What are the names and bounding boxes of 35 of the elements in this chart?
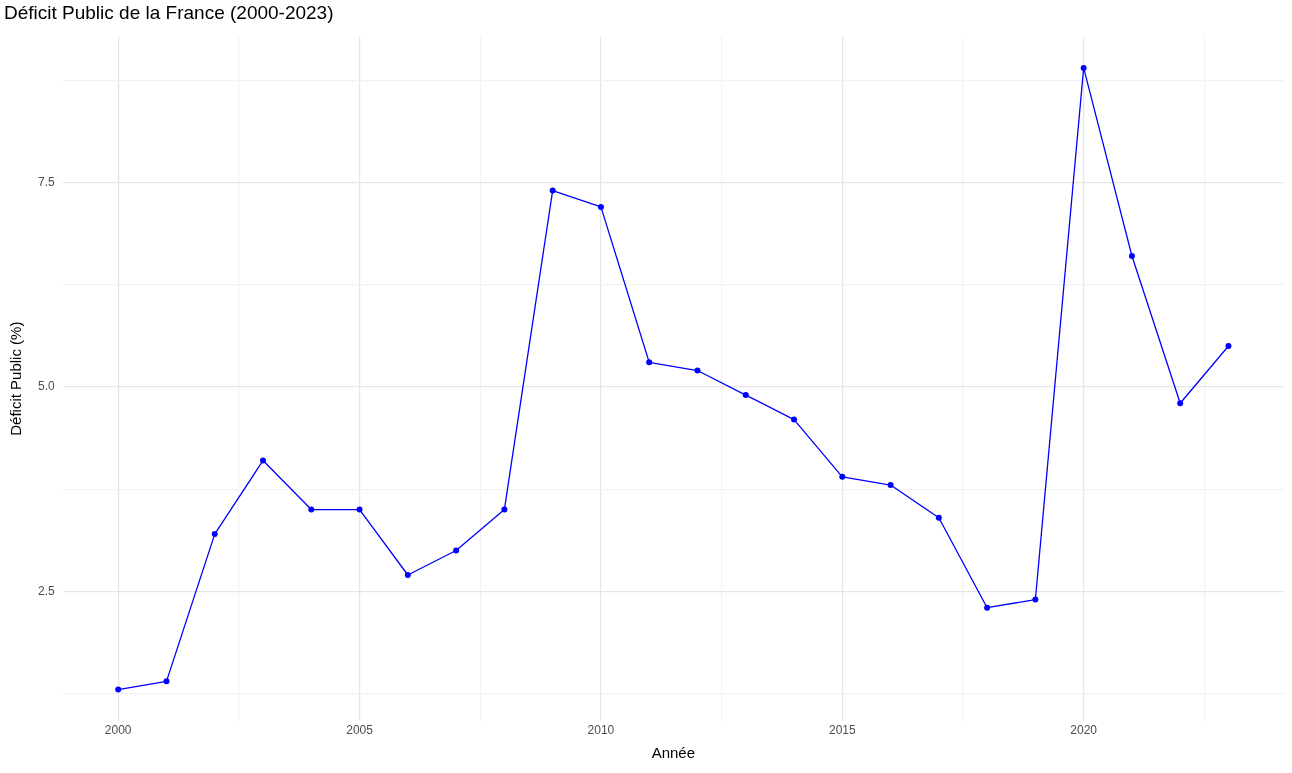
point bbox=[694, 367, 701, 374]
point bbox=[1032, 596, 1039, 603]
y-axis-title: Déficit Public (%) bbox=[7, 321, 25, 436]
y-tick-label: 5.0 bbox=[37, 379, 55, 394]
point bbox=[1225, 342, 1232, 349]
y-tick-label: 2.5 bbox=[37, 583, 55, 598]
point bbox=[260, 457, 267, 464]
x-tick-label: 2020 bbox=[1070, 723, 1098, 738]
point bbox=[453, 547, 460, 554]
point bbox=[404, 572, 411, 579]
x-tick-label: 2005 bbox=[346, 723, 374, 738]
x-axis-title: Année bbox=[651, 744, 696, 762]
point bbox=[791, 416, 798, 423]
chart-title: Déficit Public de la France (2000-2023) bbox=[4, 1, 334, 23]
x-tick-label: 2000 bbox=[104, 723, 132, 738]
point bbox=[501, 506, 508, 513]
point bbox=[597, 203, 604, 210]
y-tick-label: 7.5 bbox=[37, 174, 55, 189]
point bbox=[1177, 400, 1184, 407]
point bbox=[356, 506, 363, 513]
x-tick-label: 2015 bbox=[828, 723, 856, 738]
point bbox=[115, 686, 122, 693]
x-tick-label: 2010 bbox=[587, 723, 615, 738]
point bbox=[839, 473, 846, 480]
point bbox=[308, 506, 315, 513]
point bbox=[1080, 64, 1087, 71]
point bbox=[887, 482, 894, 489]
point bbox=[1128, 253, 1135, 260]
point bbox=[211, 531, 218, 538]
point bbox=[935, 514, 942, 521]
point bbox=[984, 604, 991, 611]
point bbox=[163, 678, 170, 685]
point bbox=[742, 392, 749, 399]
point bbox=[549, 187, 556, 194]
point bbox=[646, 359, 653, 366]
